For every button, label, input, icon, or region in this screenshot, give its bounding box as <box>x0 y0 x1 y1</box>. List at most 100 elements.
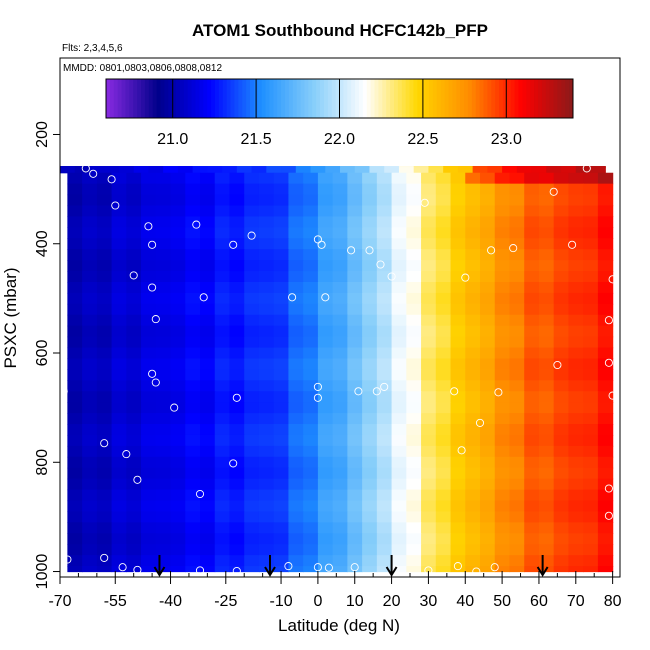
heatmap-cell <box>347 292 363 305</box>
heatmap-cell <box>200 325 216 338</box>
heatmap-cell <box>406 489 422 502</box>
heatmap-cell <box>509 402 525 414</box>
heatmap-cell <box>465 369 481 381</box>
heatmap-cell <box>553 227 570 239</box>
colorbar-swatch <box>382 79 387 118</box>
heatmap-cell <box>406 522 422 534</box>
heatmap-cell <box>597 325 614 338</box>
heatmap-cell <box>163 167 179 174</box>
heatmap-cell <box>214 413 231 425</box>
heatmap-cell <box>376 467 393 480</box>
heatmap-cell <box>111 369 127 381</box>
heatmap-cell <box>450 172 466 185</box>
heatmap-cell <box>568 303 584 316</box>
heatmap-cell <box>170 391 186 403</box>
heatmap-cell <box>258 434 275 447</box>
heatmap-cell <box>568 413 584 425</box>
heatmap-cell <box>524 281 540 294</box>
heatmap-cell <box>583 566 599 573</box>
colorbar-swatch <box>362 79 368 118</box>
heatmap-cell <box>553 325 570 338</box>
heatmap-cell <box>214 434 231 447</box>
heatmap-cell <box>376 314 393 327</box>
heatmap-cell <box>303 424 319 436</box>
heatmap-cell <box>82 424 98 436</box>
heatmap-cell <box>273 194 290 207</box>
heatmap-cell <box>67 489 83 502</box>
heatmap-cell <box>244 500 260 513</box>
colorbar-swatch <box>261 79 267 118</box>
heatmap-cell <box>126 369 142 381</box>
heatmap-cell <box>332 172 348 185</box>
y-axis-label: PSXC (mbar) <box>1 267 20 368</box>
heatmap-cell <box>126 172 142 185</box>
heatmap-cell <box>111 292 127 305</box>
x-tick-label: 40 <box>456 593 474 610</box>
heatmap-cell <box>303 456 319 469</box>
heatmap-cell <box>288 172 304 185</box>
heatmap-cell <box>141 347 157 360</box>
heatmap-cell <box>200 434 216 447</box>
heatmap-cell <box>67 194 83 207</box>
heatmap-cell <box>244 347 260 360</box>
colorbar-swatch <box>141 79 146 118</box>
heatmap-cell <box>67 336 83 349</box>
heatmap-cell <box>141 544 157 556</box>
heatmap-cell <box>450 336 466 349</box>
heatmap-cell <box>583 445 599 458</box>
heatmap-cell <box>509 500 525 513</box>
heatmap-cell <box>67 303 83 316</box>
heatmap-cell <box>347 511 363 523</box>
colorbar-swatch <box>565 79 570 118</box>
heatmap-cell <box>494 402 511 414</box>
heatmap-cell <box>258 281 275 294</box>
heatmap-cell <box>82 456 98 469</box>
colorbar-swatch <box>432 79 438 118</box>
sample-point <box>453 562 462 571</box>
heatmap-cell <box>465 183 481 196</box>
heatmap-cell <box>450 260 466 272</box>
colorbar-swatch <box>199 79 204 118</box>
heatmap-cell <box>362 555 378 567</box>
heatmap-cell <box>332 489 348 502</box>
heatmap-cell <box>317 544 334 556</box>
heatmap-cell <box>288 544 304 556</box>
heatmap-cell <box>244 314 260 327</box>
heatmap-cell <box>568 434 584 447</box>
heatmap-cell <box>303 445 319 458</box>
heatmap-cell <box>170 303 186 316</box>
heatmap-cell <box>347 325 363 338</box>
heatmap-cell <box>480 467 496 480</box>
colorbar-swatch <box>148 79 154 118</box>
heatmap-cell <box>170 380 186 392</box>
heatmap-cell <box>465 216 481 228</box>
heatmap-cell <box>435 271 452 283</box>
sample-point <box>420 198 429 207</box>
heatmap-cell <box>126 413 142 425</box>
heatmap-cell <box>288 467 304 480</box>
heatmap-cell <box>597 260 614 272</box>
heatmap-cell <box>480 292 496 305</box>
colorbar-swatch <box>203 79 208 118</box>
heatmap-cell <box>465 380 481 392</box>
heatmap-cell <box>347 544 363 556</box>
sample-point <box>195 489 205 499</box>
heatmap-cell <box>170 434 186 447</box>
heatmap-cell <box>317 467 334 480</box>
colorbar-swatch <box>211 79 216 118</box>
heatmap-cell <box>96 183 113 196</box>
heatmap-cell <box>200 260 216 272</box>
heatmap-cell <box>406 555 422 567</box>
heatmap-cell <box>583 533 599 545</box>
heatmap-cell <box>155 325 172 338</box>
colorbar-swatch <box>460 79 465 118</box>
heatmap-cell <box>376 478 393 491</box>
heatmap-cell <box>553 555 570 567</box>
heatmap-cell <box>258 216 275 228</box>
heatmap-cell <box>214 566 231 573</box>
heatmap-cell <box>185 413 201 425</box>
heatmap-cell <box>170 522 186 534</box>
heatmap-cell <box>303 544 319 556</box>
heatmap-cell <box>597 369 614 381</box>
heatmap-cell <box>96 205 113 218</box>
